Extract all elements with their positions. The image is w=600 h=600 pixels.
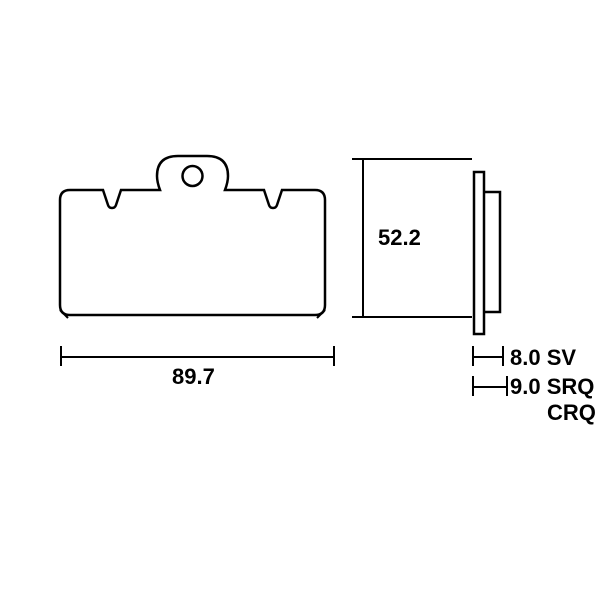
dim-thick1-tick-l bbox=[472, 346, 474, 366]
dim-height-ext-top bbox=[362, 158, 472, 160]
dim-thick2-tick-r bbox=[506, 376, 508, 396]
dim-width-tick-l bbox=[60, 346, 62, 366]
dim-width-value: 89.7 bbox=[172, 364, 215, 390]
dim-thick2-line bbox=[472, 386, 508, 388]
dim-width-line bbox=[60, 356, 335, 358]
dim-width-tick-r bbox=[333, 346, 335, 366]
dim-thick1-tick-r bbox=[502, 346, 504, 366]
dim-height-value: 52.2 bbox=[378, 225, 421, 251]
dim-height-line bbox=[362, 158, 364, 318]
dim-thick2-tick-l bbox=[472, 376, 474, 396]
dim-thickness-srq: 9.0 SRQ bbox=[510, 374, 594, 400]
dim-thickness-sv: 8.0 SV bbox=[510, 345, 576, 371]
dim-thickness-crq: CRQ bbox=[547, 400, 596, 426]
dim-thick1-line bbox=[472, 356, 504, 358]
diagram-container: 52.2 89.7 8.0 SV 9.0 SRQ CRQ bbox=[0, 0, 600, 600]
side-view-shape bbox=[470, 170, 510, 340]
front-pad-shape bbox=[50, 150, 335, 330]
dim-height-ext-bot bbox=[362, 316, 472, 318]
